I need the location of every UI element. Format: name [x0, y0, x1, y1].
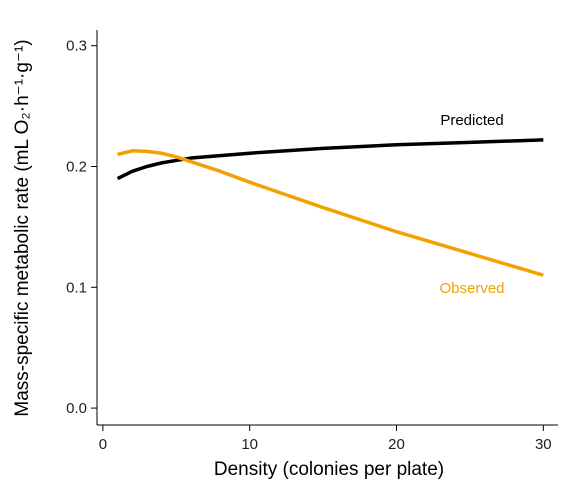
x-tick-label: 20 — [388, 436, 405, 453]
series-line — [117, 149, 544, 277]
y-tick-label: 0.0 — [66, 400, 87, 417]
y-tick-label: 0.3 — [66, 38, 87, 55]
y-axis-label: Mass-specific metabolic rate (mL O₂·h⁻¹·… — [12, 39, 33, 416]
y-tick-label: 0.1 — [66, 279, 87, 296]
series-label: Observed — [439, 280, 504, 297]
y-tick-label: 0.2 — [66, 158, 87, 175]
x-tick-label: 0 — [99, 436, 107, 453]
x-tick-label: 30 — [535, 436, 552, 453]
x-tick-label: 10 — [241, 436, 258, 453]
series-label: Predicted — [440, 112, 503, 129]
x-axis-label: Density (colonies per plate) — [214, 459, 444, 480]
series-line — [116, 138, 544, 181]
